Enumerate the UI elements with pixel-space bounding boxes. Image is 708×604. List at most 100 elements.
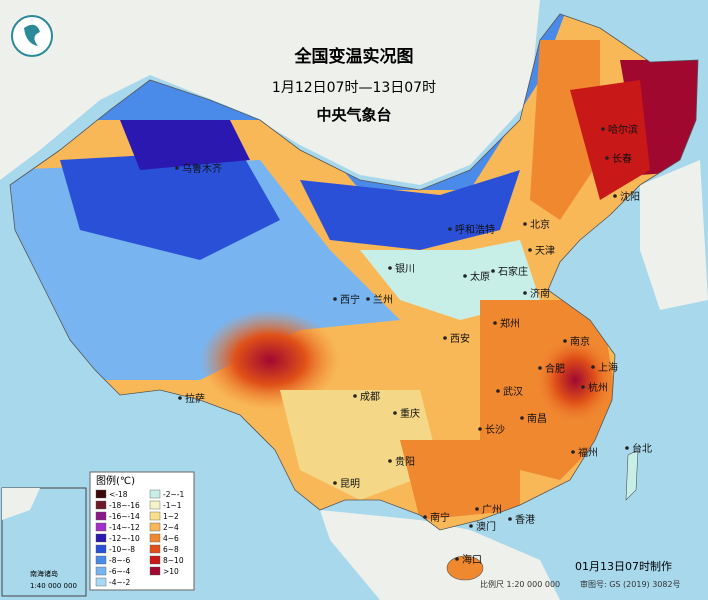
city-label: 广州 bbox=[482, 504, 502, 516]
city-label: 郑州 bbox=[500, 317, 520, 330]
legend-swatch bbox=[149, 555, 161, 565]
legend-swatch bbox=[95, 500, 107, 510]
city-dot bbox=[423, 515, 427, 519]
city-dot bbox=[388, 266, 392, 270]
city-label: 天津 bbox=[535, 245, 555, 257]
scale: 比例尺 1:20 000 000 bbox=[480, 579, 560, 589]
city-dot bbox=[478, 427, 482, 431]
city-dot bbox=[463, 274, 467, 278]
city-dot bbox=[178, 396, 182, 400]
city-dot bbox=[333, 297, 337, 301]
city-dot bbox=[601, 127, 605, 131]
city-dot bbox=[366, 297, 370, 301]
legend-box bbox=[89, 471, 195, 591]
legend-swatch bbox=[95, 511, 107, 521]
city-label: 贵阳 bbox=[395, 455, 415, 468]
city-label: 成都 bbox=[360, 391, 380, 403]
legend-label: -10~-8 bbox=[109, 545, 135, 554]
city-dot bbox=[508, 517, 512, 521]
city-label: 西宁 bbox=[340, 293, 360, 306]
legend-label: -2~-1 bbox=[163, 490, 184, 499]
legend-label: 6~8 bbox=[163, 545, 179, 554]
neighbor-land bbox=[320, 510, 560, 600]
city-label: 南宁 bbox=[430, 511, 450, 524]
city-label: 哈尔滨 bbox=[608, 123, 638, 136]
subtitle: 1月12日07时—13日07时 bbox=[272, 80, 436, 96]
city-label: 昆明 bbox=[340, 478, 360, 490]
city-dot bbox=[581, 385, 585, 389]
city-label: 重庆 bbox=[400, 407, 420, 420]
city-dot bbox=[493, 321, 497, 325]
city-dot bbox=[388, 459, 392, 463]
city-dot bbox=[443, 336, 447, 340]
city-dot bbox=[571, 450, 575, 454]
city-label: 乌鲁木齐 bbox=[182, 162, 222, 175]
city-dot bbox=[175, 166, 179, 170]
legend-label: -12~-10 bbox=[109, 534, 140, 543]
legend-label: -18~-16 bbox=[109, 501, 140, 510]
city-dot bbox=[563, 339, 567, 343]
city-label: 银川 bbox=[395, 262, 415, 275]
inset-land bbox=[2, 488, 40, 520]
city-label: 拉萨 bbox=[185, 392, 205, 405]
legend-swatch bbox=[149, 500, 161, 510]
city-dot bbox=[496, 389, 500, 393]
legend-label: 8~10 bbox=[163, 556, 184, 565]
city-dot bbox=[528, 248, 532, 252]
inset-title: 南海诸岛 bbox=[30, 569, 58, 578]
city-dot bbox=[455, 557, 459, 561]
taiwan bbox=[625, 449, 639, 501]
review-number: 审图号: GS (2019) 3082号 bbox=[580, 579, 681, 589]
legend-swatch bbox=[149, 544, 161, 554]
city-dot bbox=[475, 507, 479, 511]
city-label: 福州 bbox=[578, 446, 598, 459]
legend-swatch bbox=[149, 566, 161, 576]
legend-label: 1~2 bbox=[163, 512, 179, 521]
legend-swatch bbox=[149, 489, 161, 499]
logo-mark bbox=[24, 24, 40, 46]
legend-swatch bbox=[95, 544, 107, 554]
city-label: 济南 bbox=[530, 287, 550, 300]
inset-frame bbox=[1, 487, 87, 597]
city-label: 台北 bbox=[632, 442, 652, 455]
city-label: 北京 bbox=[530, 218, 550, 231]
city-label: 太原 bbox=[470, 270, 490, 283]
legend-swatch bbox=[149, 533, 161, 543]
title: 全国变温实况图 bbox=[294, 46, 414, 67]
legend-swatch bbox=[149, 522, 161, 532]
legend-swatch bbox=[95, 566, 107, 576]
city-dot bbox=[613, 194, 617, 198]
city-label: 长沙 bbox=[485, 424, 505, 436]
city-label: 沈阳 bbox=[620, 190, 640, 203]
city-label: 呼和浩特 bbox=[455, 224, 495, 236]
inset-scale: 1:40 000 000 bbox=[30, 582, 77, 590]
legend-label: -1~1 bbox=[163, 501, 182, 510]
neighbor-land bbox=[640, 160, 708, 310]
city-label: 合肥 bbox=[545, 362, 565, 375]
legend-label: -4~-2 bbox=[109, 578, 130, 587]
agency: 中央气象台 bbox=[316, 106, 391, 124]
city-label: 长春 bbox=[612, 153, 632, 165]
city-dot bbox=[523, 291, 527, 295]
border bbox=[9, 13, 699, 531]
city-dot bbox=[520, 416, 524, 420]
legend-label: 2~4 bbox=[163, 523, 179, 532]
legend-label: -8~-6 bbox=[109, 556, 130, 565]
city-label: 澳门 bbox=[476, 520, 496, 533]
city-dot bbox=[448, 227, 452, 231]
city-dot bbox=[523, 222, 527, 226]
city-label: 杭州 bbox=[588, 381, 608, 394]
city-dot bbox=[591, 365, 595, 369]
city-label: 西安 bbox=[450, 332, 470, 345]
legend-swatch bbox=[95, 577, 107, 587]
made-time: 01月13日07时制作 bbox=[575, 560, 672, 573]
city-label: 香港 bbox=[515, 514, 535, 526]
legend-swatch bbox=[95, 489, 107, 499]
city-dot bbox=[491, 269, 495, 273]
city-dot bbox=[333, 481, 337, 485]
legend-label: <-18 bbox=[109, 490, 128, 499]
legend-swatch bbox=[95, 522, 107, 532]
legend-swatch bbox=[149, 511, 161, 521]
